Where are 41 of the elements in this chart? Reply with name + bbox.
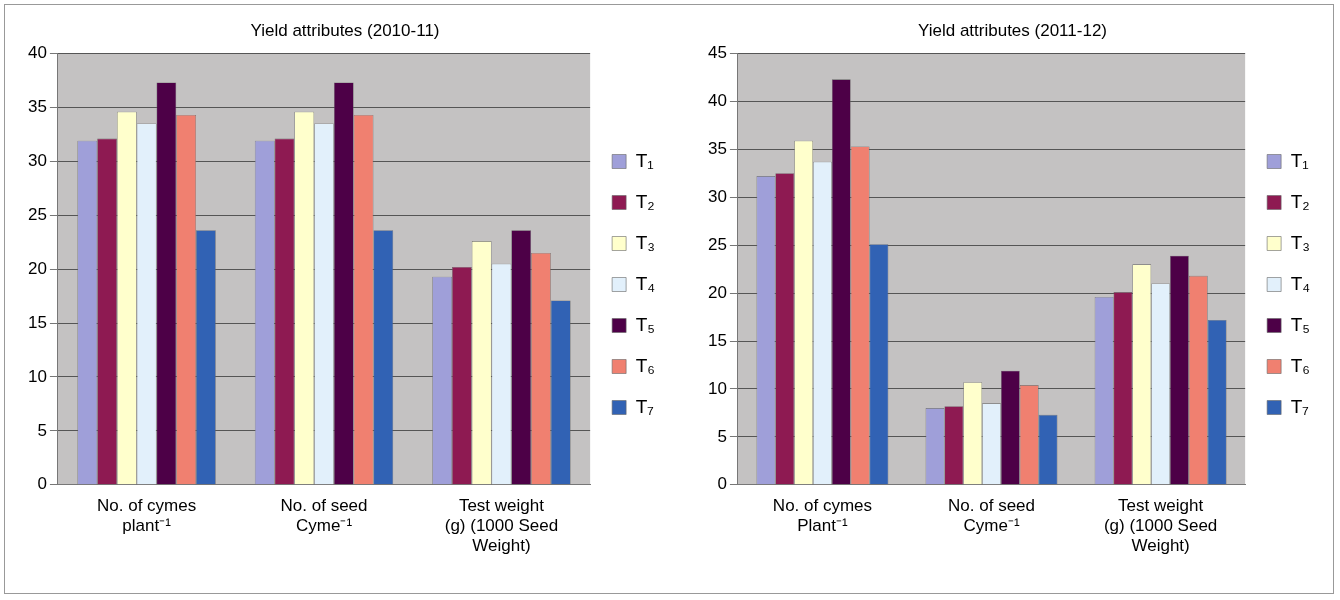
chart-title: Yield attributes (2011-12) <box>918 20 1107 40</box>
legend-label: T₆ <box>635 354 655 376</box>
x-tick-label: Test weight (g) (1000 Seed Weight) <box>444 495 559 556</box>
y-tick-label: 10 <box>707 378 727 398</box>
y-tick-label: 45 <box>707 43 727 63</box>
legend-label: T₇ <box>635 395 654 417</box>
y-tick-label: 40 <box>27 43 47 63</box>
x-tick-label: No. of seed Cyme⁻¹ <box>280 495 368 536</box>
y-tick-label: 25 <box>27 204 47 224</box>
legend-label: T₁ <box>635 149 654 171</box>
x-tick-label: Test weight (g) (1000 Seed Weight) <box>1103 495 1218 556</box>
legend-label: T₆ <box>1290 354 1310 376</box>
y-tick-label: 40 <box>707 91 727 111</box>
x-tick-label: No. of cymes Plant⁻¹ <box>772 495 873 536</box>
y-tick-label: 5 <box>37 420 47 440</box>
y-tick-label: 30 <box>27 150 47 170</box>
y-tick-label: 35 <box>707 138 727 158</box>
y-tick-label: 20 <box>27 258 47 278</box>
legend-label: T₄ <box>635 272 656 294</box>
legend-label: T₄ <box>1290 272 1311 294</box>
y-tick-label: 15 <box>27 312 47 332</box>
chart-title: Yield attributes (2010-11) <box>250 20 440 40</box>
legend-label: T₃ <box>635 231 655 253</box>
legend-label: T₃ <box>1290 231 1310 253</box>
y-tick-label: 0 <box>717 474 727 494</box>
y-tick-label: 10 <box>27 366 47 386</box>
y-tick-label: 25 <box>707 234 727 254</box>
y-tick-label: 15 <box>707 330 727 350</box>
legend-label: T₂ <box>1290 190 1310 212</box>
x-tick-label: No. of seed Cyme⁻¹ <box>948 495 1035 536</box>
y-tick-label: 0 <box>37 474 47 494</box>
y-tick-label: 30 <box>707 186 727 206</box>
legend-label: T₅ <box>1290 313 1310 335</box>
legend-label: T₇ <box>1290 395 1309 417</box>
y-tick-label: 35 <box>27 97 47 117</box>
legend-label: T₂ <box>635 190 655 212</box>
legend-label: T₅ <box>635 313 655 335</box>
legend-label: T₁ <box>1290 149 1309 171</box>
y-tick-label: 20 <box>707 282 727 302</box>
y-tick-label: 5 <box>717 426 727 446</box>
x-tick-label: No. of cymes plant⁻¹ <box>97 495 197 536</box>
